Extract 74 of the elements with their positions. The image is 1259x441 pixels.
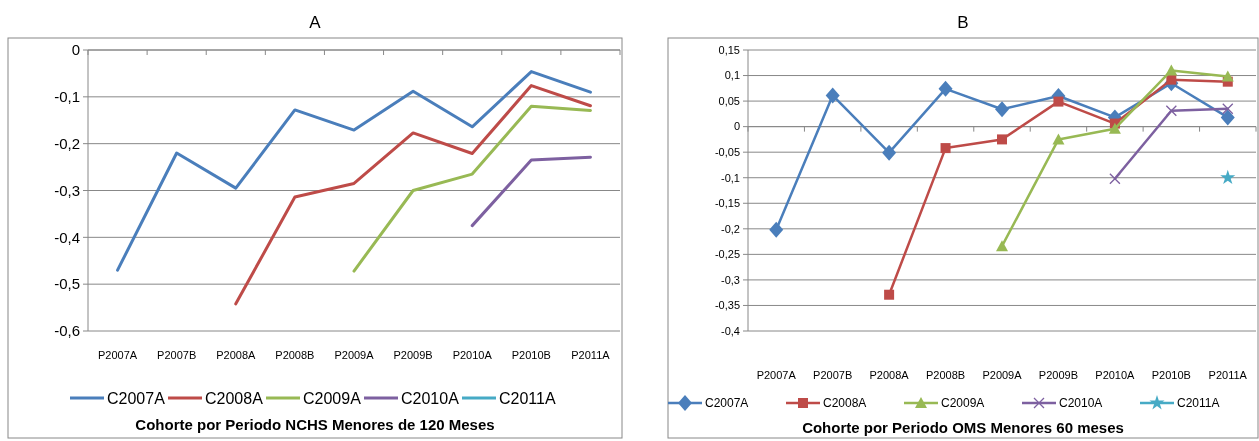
y-tick-label: 0,1 [724, 69, 740, 82]
x-tick-label: P2011A [571, 349, 611, 361]
legend-label: C2007A [107, 389, 166, 407]
y-tick-label: -0,35 [714, 299, 740, 312]
line-series [234, 84, 592, 306]
y-tick-label: 0,15 [718, 43, 740, 56]
y-tick-label: -0,3 [721, 273, 740, 286]
y-tick-label: 0 [733, 120, 740, 133]
point [938, 80, 953, 97]
point [997, 134, 1007, 145]
point [1165, 105, 1177, 117]
y-tick-label: -0,4 [721, 324, 740, 337]
y-tick-label: 0 [71, 41, 80, 59]
legend-label: C2009A [303, 389, 362, 407]
legend-label: C2009A [941, 396, 985, 411]
chart-title: A [309, 13, 322, 32]
legend-label: C2008A [823, 396, 867, 411]
point [1052, 133, 1065, 145]
legend-label: C2011A [499, 389, 556, 407]
point [940, 143, 951, 154]
x-axis-title: Cohorte por Periodo OMS Menores 60 meses [802, 419, 1124, 436]
point [1221, 70, 1234, 82]
legend-label: C2010A [401, 389, 460, 407]
point [1053, 96, 1064, 107]
x-tick-label: P2009B [1038, 369, 1079, 381]
x-tick-label: P2007A [756, 369, 797, 381]
legend-label: C2010A [1059, 396, 1103, 411]
x-tick-label: P2010A [1095, 369, 1136, 381]
x-tick-label: P2009B [393, 349, 433, 361]
y-tick-label: -0,3 [54, 181, 80, 199]
point [1108, 122, 1121, 134]
point [1220, 169, 1236, 185]
point [1165, 64, 1178, 76]
point [996, 240, 1008, 252]
y-tick-label: -0,25 [714, 248, 740, 261]
point [884, 289, 895, 300]
y-tick-label: -0,2 [721, 222, 740, 235]
x-tick-label: P2007B [813, 369, 853, 381]
legend-label: C2007A [705, 396, 749, 411]
x-tick-label: P2009A [334, 349, 375, 361]
line-series [116, 70, 592, 272]
point [995, 101, 1009, 118]
legend-label: C2011A [1177, 396, 1220, 411]
point [1220, 109, 1235, 126]
point [1109, 173, 1121, 185]
point [769, 221, 784, 238]
y-tick-label: -0,1 [721, 171, 740, 184]
y-tick-label: -0,15 [714, 197, 740, 210]
x-tick-label: P2008A [216, 349, 257, 361]
x-tick-label: P2007A [97, 349, 138, 361]
legend-label: C2008A [205, 389, 264, 407]
x-tick-label: P2010B [511, 349, 551, 361]
point [882, 144, 897, 161]
x-tick-label: P2008A [869, 369, 910, 381]
y-tick-label: -0,05 [714, 146, 740, 159]
x-tick-label: P2009A [982, 369, 1023, 381]
point [825, 87, 840, 104]
y-tick-label: -0,1 [54, 88, 80, 106]
y-tick-label: -0,5 [54, 275, 80, 293]
x-tick-label: P2010A [452, 349, 493, 361]
x-tick-label: P2011A [1208, 369, 1248, 381]
point [1222, 103, 1234, 115]
x-tick-label: P2008B [275, 349, 315, 361]
y-tick-label: -0,6 [54, 322, 80, 340]
y-tick-label: -0,4 [54, 228, 80, 246]
x-tick-label: P2007B [157, 349, 197, 361]
x-axis-title: Cohorte por Periodo NCHS Menores de 120 Meses [135, 416, 495, 433]
y-tick-label: 0,05 [718, 94, 740, 107]
chart-title: B [957, 13, 969, 32]
x-tick-label: P2008B [925, 369, 966, 381]
line-series [352, 104, 592, 273]
point [1166, 74, 1177, 85]
x-tick-label: P2010B [1151, 369, 1191, 381]
y-tick-label: -0,2 [54, 134, 80, 152]
